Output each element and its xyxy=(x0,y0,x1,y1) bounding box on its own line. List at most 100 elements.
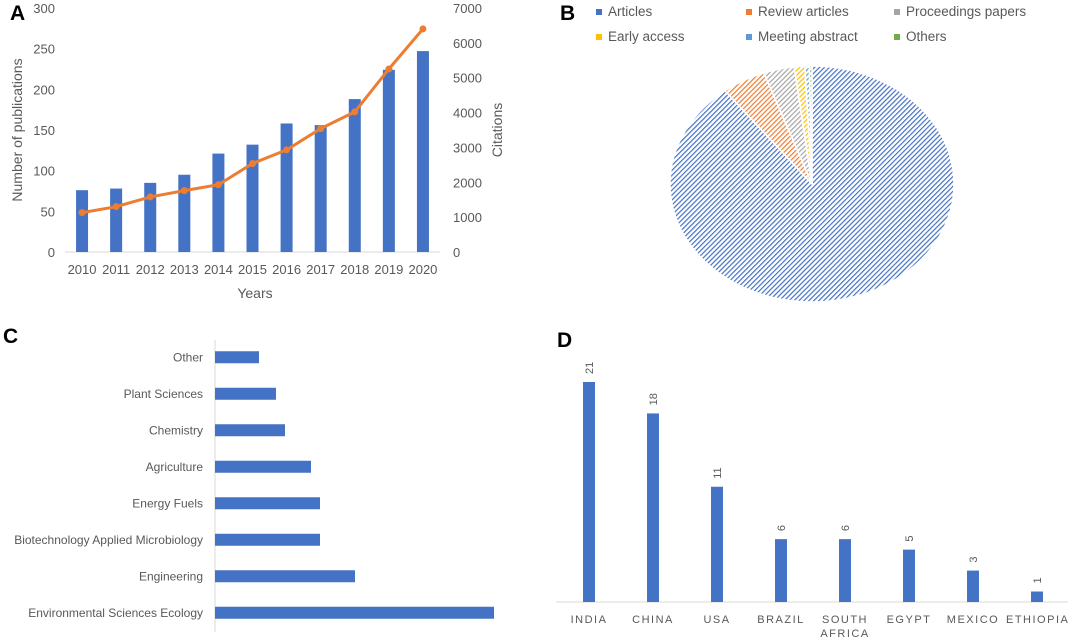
x-tick-label: 2017 xyxy=(306,262,335,277)
citations-point xyxy=(385,65,393,73)
legend-label: Meeting abstract xyxy=(758,29,858,44)
data-label: 6 xyxy=(840,525,852,531)
y-tick-label: 150 xyxy=(33,123,55,138)
category-bar xyxy=(215,351,259,364)
country-label: USA xyxy=(703,614,731,626)
legend-label: Review articles xyxy=(758,4,849,19)
x-tick-label: 2016 xyxy=(272,262,301,277)
x-axis-title: Years xyxy=(237,285,272,301)
category-label: Other xyxy=(173,350,203,364)
legend-label: Early access xyxy=(608,29,685,44)
citations-point xyxy=(78,209,86,217)
y-tick-label: 100 xyxy=(33,164,55,179)
data-label: 11 xyxy=(712,467,724,478)
legend-swatch xyxy=(894,34,900,40)
data-label: 6 xyxy=(776,525,788,531)
panel-b-chart: Articles Review articles Proceedings paper… xyxy=(596,4,1026,303)
panel-label-d: D xyxy=(557,329,572,352)
citations-point xyxy=(146,193,154,201)
panel-label-a: A xyxy=(10,2,25,25)
country-bar xyxy=(775,539,787,602)
legend-swatch xyxy=(596,34,602,40)
x-tick-label: 2014 xyxy=(204,262,233,277)
category-bar xyxy=(215,387,276,400)
category-label: Chemistry xyxy=(149,423,203,437)
publication-bar xyxy=(280,123,293,252)
y2-tick-label: 1000 xyxy=(453,210,482,225)
country-label: ETHIOPIA xyxy=(1006,614,1070,626)
country-bar xyxy=(1031,591,1043,602)
legend-swatch xyxy=(596,9,602,15)
country-label: INDIA xyxy=(570,614,608,626)
citations-point xyxy=(249,159,256,167)
data-label: 5 xyxy=(904,535,916,541)
x-tick-label: 2013 xyxy=(170,262,199,277)
country-label: EGYPT xyxy=(886,614,932,626)
category-bar xyxy=(215,497,320,510)
category-bar xyxy=(215,606,494,619)
country-label: SOUTH AFRICA xyxy=(820,614,870,640)
country-bar xyxy=(647,413,659,602)
country-bar xyxy=(711,486,723,602)
publication-bar xyxy=(212,153,225,252)
country-bar xyxy=(967,570,979,602)
panel-a-chart: 0501001502002503000100020003000400050006… xyxy=(9,1,505,301)
y2-tick-label: 4000 xyxy=(453,106,482,121)
y2-axis-title: Citations xyxy=(489,103,505,157)
x-tick-label: 2011 xyxy=(102,262,130,277)
citations-point xyxy=(317,125,325,133)
publication-bar xyxy=(144,182,157,252)
legend-swatch xyxy=(894,9,900,15)
x-tick-label: 2015 xyxy=(238,262,267,277)
y2-tick-label: 0 xyxy=(453,245,460,260)
country-bar xyxy=(839,539,851,602)
country-label: BRAZIL xyxy=(757,614,805,626)
citations-point xyxy=(214,181,222,189)
citations-point xyxy=(180,187,188,195)
category-bar xyxy=(215,460,311,473)
x-tick-label: 2020 xyxy=(408,262,437,277)
publication-bar xyxy=(178,174,191,252)
publication-bar xyxy=(314,125,327,252)
data-label: 3 xyxy=(968,556,980,562)
category-label: Engineering xyxy=(139,569,203,583)
category-label: Environmental Sciences Ecology xyxy=(28,606,203,620)
y-tick-label: 250 xyxy=(33,42,55,57)
panel-d-chart: 21 18 11 6 6 5 3 1 xyxy=(556,362,1068,603)
category-bar xyxy=(215,533,320,546)
category-label: Biotechnology Applied Microbiology xyxy=(14,533,203,547)
publication-bar xyxy=(416,51,429,253)
country-bar xyxy=(903,549,915,602)
panel-label-c: C xyxy=(3,325,18,348)
y2-tick-label: 6000 xyxy=(453,36,482,51)
publication-bar xyxy=(76,190,89,252)
data-label: 21 xyxy=(584,362,596,374)
legend-label: Articles xyxy=(608,4,653,19)
publication-bar xyxy=(110,188,123,252)
citations-point xyxy=(419,25,427,33)
panel-c-chart: Other Plant Sciences Chemistry Agriculture E… xyxy=(14,340,494,632)
x-tick-label: 2012 xyxy=(136,262,165,277)
category-bar xyxy=(215,570,355,583)
data-label: 1 xyxy=(1032,577,1044,583)
legend-label: Others xyxy=(906,29,947,44)
legend-swatch xyxy=(746,34,752,40)
panel-label-b: B xyxy=(560,2,575,25)
y-tick-label: 0 xyxy=(48,245,55,260)
citations-point xyxy=(112,203,120,211)
pie-slice xyxy=(808,65,813,185)
category-label: Agriculture xyxy=(146,460,204,474)
y2-tick-label: 2000 xyxy=(453,175,482,190)
publication-bar xyxy=(382,69,395,253)
legend-swatch xyxy=(746,9,752,15)
x-tick-label: 2010 xyxy=(68,262,97,277)
y2-tick-label: 3000 xyxy=(453,140,482,155)
x-tick-label: 2019 xyxy=(374,262,403,277)
publication-bar xyxy=(348,99,361,253)
y2-tick-label: 5000 xyxy=(453,71,482,86)
data-label: 18 xyxy=(648,393,660,405)
y2-tick-label: 7000 xyxy=(453,1,482,16)
category-label: Plant Sciences xyxy=(124,387,203,401)
citations-point xyxy=(351,108,359,116)
